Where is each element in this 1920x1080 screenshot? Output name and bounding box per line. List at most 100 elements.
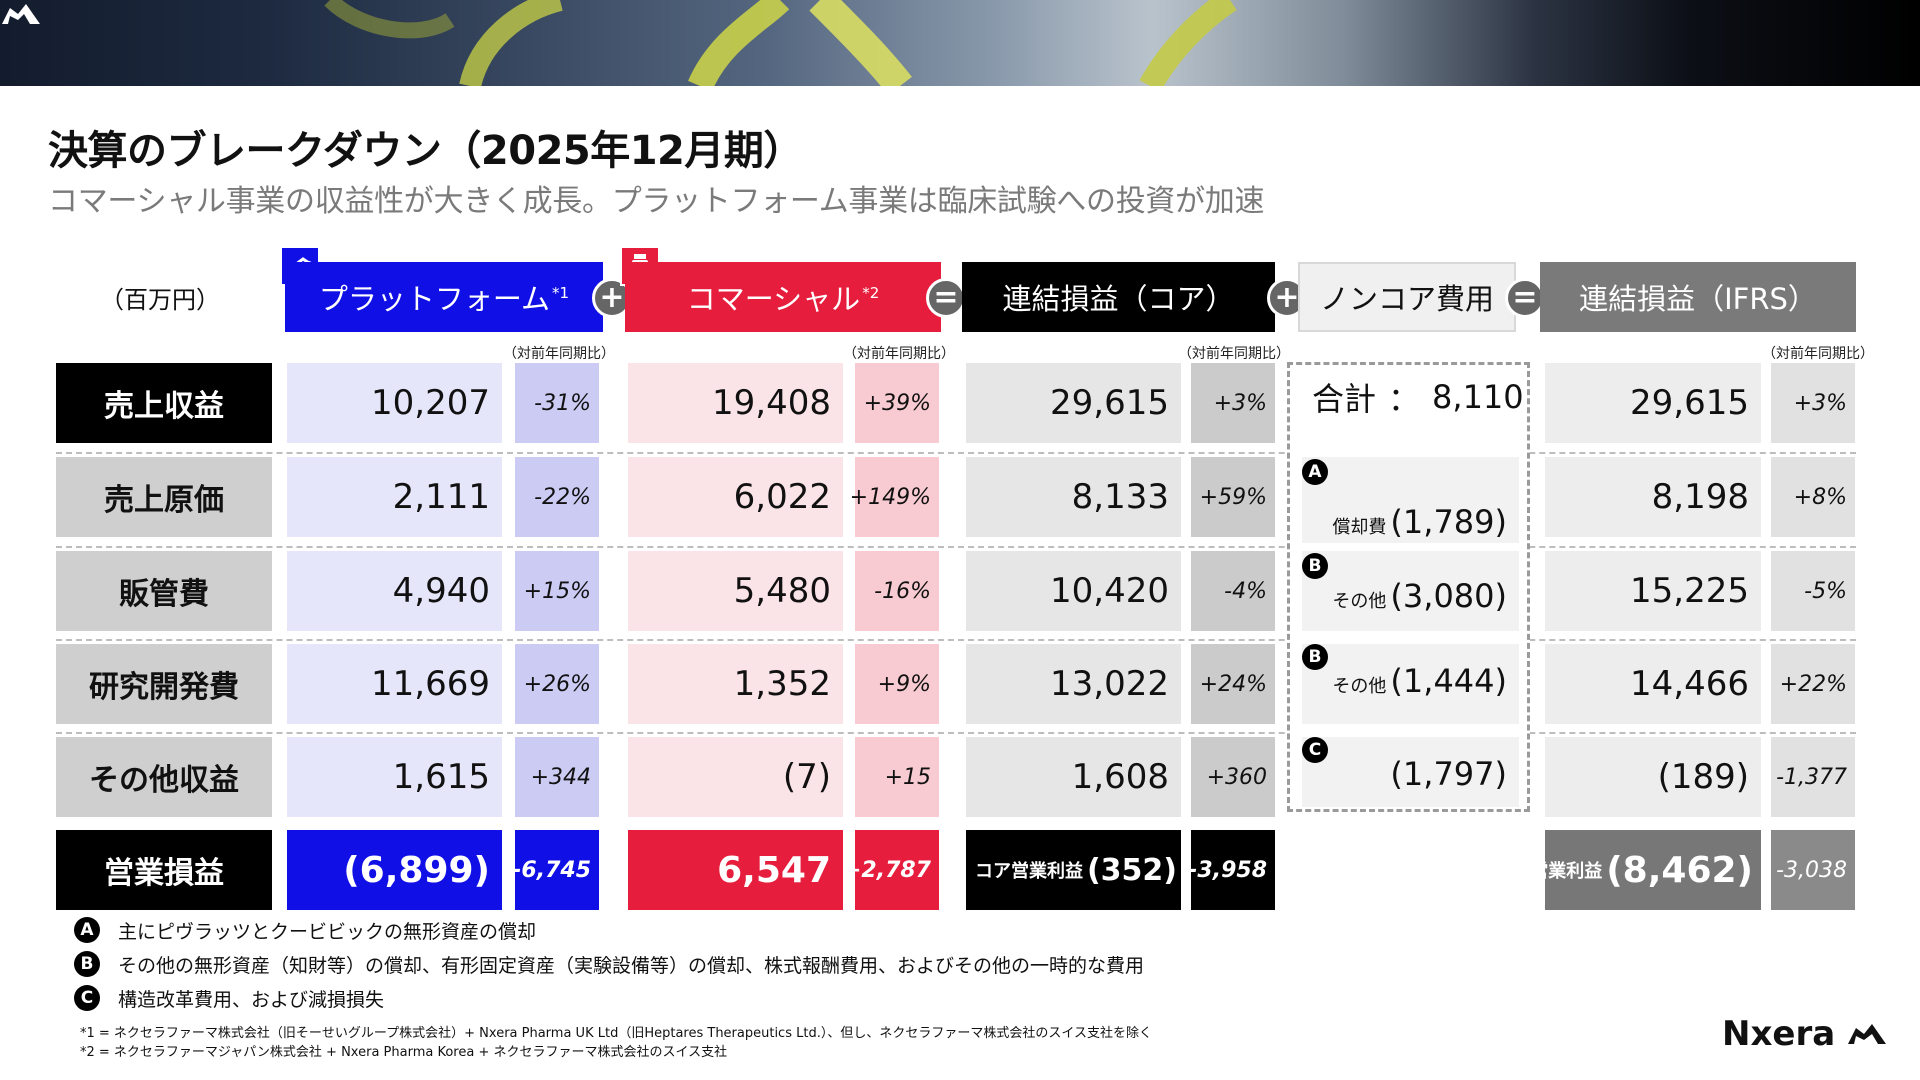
core-operating-yoy: -3,958 (1188, 830, 1275, 910)
ifrs-revenue-yoy: +3% (1771, 363, 1855, 443)
core-other: 1,608 (966, 737, 1181, 817)
commercial-rnd: 1,352 (628, 644, 843, 724)
row-divider (56, 546, 1856, 548)
row-divider (56, 732, 1856, 734)
page-title: 決算のブレークダウン（2025年12月期） (48, 128, 803, 174)
header-platform: プラットフォーム *1 (285, 262, 603, 332)
ifrs-revenue: 29,615 (1545, 363, 1761, 443)
noncore-item-value: その他 (1,444) (1302, 662, 1519, 700)
note-b: B その他の無形資産（知財等）の償却、有形固定資産（実験設備等）の償却、株式報酬… (74, 950, 1144, 978)
core-cogs-yoy: +59% (1191, 457, 1275, 537)
platform-rnd: 11,669 (287, 644, 502, 724)
yoy-label-ifrs: （対前年同期比） (1762, 346, 1874, 362)
noncore-item: A 償却費 (1,789) (1302, 457, 1519, 543)
header-commercial-note: *2 (862, 284, 880, 302)
noncore-item: B その他 (1,444) (1302, 644, 1519, 724)
brand-text: Nxera (1722, 1014, 1835, 1054)
noncore-item-amount: (1,797) (1390, 755, 1507, 793)
noncore-item-amount: (3,080) (1390, 577, 1507, 615)
noncore-item-prefix: 償却費 (1332, 517, 1387, 538)
header-platform-note: *1 (552, 284, 570, 302)
noncore-total-value: 8,110 (1432, 378, 1524, 416)
badge-c-icon: C (1302, 737, 1328, 763)
platform-other: 1,615 (287, 737, 502, 817)
equals-icon: = (1505, 278, 1545, 318)
row-label-operating: 営業損益 (56, 830, 272, 910)
header-commercial-label: コマーシャル (686, 282, 861, 316)
ifrs-operating: 営業利益 (8,462) (1530, 830, 1761, 910)
row-divider (56, 639, 1856, 641)
row-label-revenue: 売上収益 (56, 363, 272, 443)
yoy-label-core: （対前年同期比） (1178, 346, 1290, 362)
noncore-item-value: 償却費 (1,789) (1302, 503, 1519, 541)
page-subtitle: コマーシャル事業の収益性が大きく成長。プラットフォーム事業は臨床試験への投資が加… (48, 184, 1265, 219)
core-sga-yoy: -4% (1191, 551, 1275, 631)
ifrs-operating-yoy: -3,038 (1771, 830, 1855, 910)
noncore-item-amount: (1,444) (1390, 662, 1507, 700)
platform-operating: (6,899) (287, 830, 502, 910)
commercial-cogs-yoy: +149% (850, 457, 939, 537)
header-commercial: コマーシャル *2 (625, 262, 941, 332)
noncore-total-sep: ： (1388, 380, 1421, 418)
noncore-item-prefix: その他 (1332, 676, 1387, 697)
core-revenue: 29,615 (966, 363, 1181, 443)
ifrs-sga: 15,225 (1545, 551, 1761, 631)
note-c: C 構造改革費用、および減損損失 (74, 984, 384, 1012)
noncore-item-value: その他 (3,080) (1302, 577, 1519, 615)
platform-other-yoy: +344 (515, 737, 599, 817)
ifrs-sga-yoy: -5% (1771, 551, 1855, 631)
ifrs-cogs-yoy: +8% (1771, 457, 1855, 537)
ifrs-operating-value: (8,462) (1606, 849, 1753, 891)
unit-label: （百万円） (100, 286, 220, 314)
note-text: 主にピヴラッツとクービビックの無形資産の償却 (118, 920, 537, 943)
header-banner (0, 0, 1920, 86)
commercial-other-yoy: +15 (855, 737, 939, 817)
platform-operating-yoy: -6,745 (512, 830, 599, 910)
noncore-item: B その他 (3,080) (1302, 551, 1519, 631)
core-other-yoy: +360 (1191, 737, 1275, 817)
core-rnd: 13,022 (966, 644, 1181, 724)
commercial-revenue-yoy: +39% (855, 363, 939, 443)
commercial-sga: 5,480 (628, 551, 843, 631)
noncore-item-prefix: その他 (1332, 591, 1387, 612)
platform-sga-yoy: +15% (515, 551, 599, 631)
equals-icon: = (926, 278, 966, 318)
core-rnd-yoy: +24% (1191, 644, 1275, 724)
core-sga: 10,420 (966, 551, 1181, 631)
noncore-item: C (1,797) (1302, 737, 1519, 807)
ifrs-cogs: 8,198 (1545, 457, 1761, 537)
header-ifrs: 連結損益（IFRS） (1540, 262, 1856, 332)
commercial-operating: 6,547 (628, 830, 843, 910)
badge-b-icon: B (1302, 644, 1328, 670)
noncore-total: 合計 ： 8,110 (1312, 372, 1524, 422)
note-text: その他の無形資産（知財等）の償却、有形固定資産（実験設備等）の償却、株式報酬費用… (118, 954, 1145, 977)
nxera-logo: Nxera (1722, 1014, 1886, 1054)
row-label-other-income: その他収益 (56, 737, 272, 817)
row-divider (56, 452, 1856, 454)
core-cogs: 8,133 (966, 457, 1181, 537)
noncore-item-amount: (1,789) (1390, 503, 1507, 541)
core-operating-value: (352) (1086, 852, 1177, 888)
core-operating-prefix: コア営業利益 (974, 861, 1083, 882)
badge-b-icon: B (1302, 553, 1328, 579)
header-platform-label: プラットフォーム (318, 282, 551, 316)
header-noncore: ノンコア費用 (1298, 262, 1516, 332)
note-a: A 主にピヴラッツとクービビックの無形資産の償却 (74, 916, 536, 944)
commercial-rnd-yoy: +9% (855, 644, 939, 724)
badge-c-icon: C (74, 985, 100, 1011)
note-text: 構造改革費用、および減損損失 (118, 988, 385, 1011)
row-label-cogs: 売上原価 (56, 457, 272, 537)
row-label-sga: 販管費 (56, 551, 272, 631)
core-revenue-yoy: +3% (1191, 363, 1275, 443)
commercial-operating-yoy: +2,787 (843, 830, 939, 910)
yoy-label-commercial: （対前年同期比） (843, 346, 955, 362)
platform-cogs-yoy: -22% (515, 457, 599, 537)
yoy-label-platform: （対前年同期比） (503, 346, 615, 362)
ifrs-rnd-yoy: +22% (1771, 644, 1855, 724)
core-operating: コア営業利益 (352) (966, 830, 1181, 910)
footnote-2: *2 = ネクセラファーマジャパン株式会社 + Nxera Pharma Kor… (80, 1045, 728, 1060)
commercial-sga-yoy: -16% (855, 551, 939, 631)
platform-rnd-yoy: +26% (515, 644, 599, 724)
ifrs-operating-prefix: 営業利益 (1530, 861, 1603, 882)
noncore-total-label: 合計 (1312, 380, 1377, 418)
